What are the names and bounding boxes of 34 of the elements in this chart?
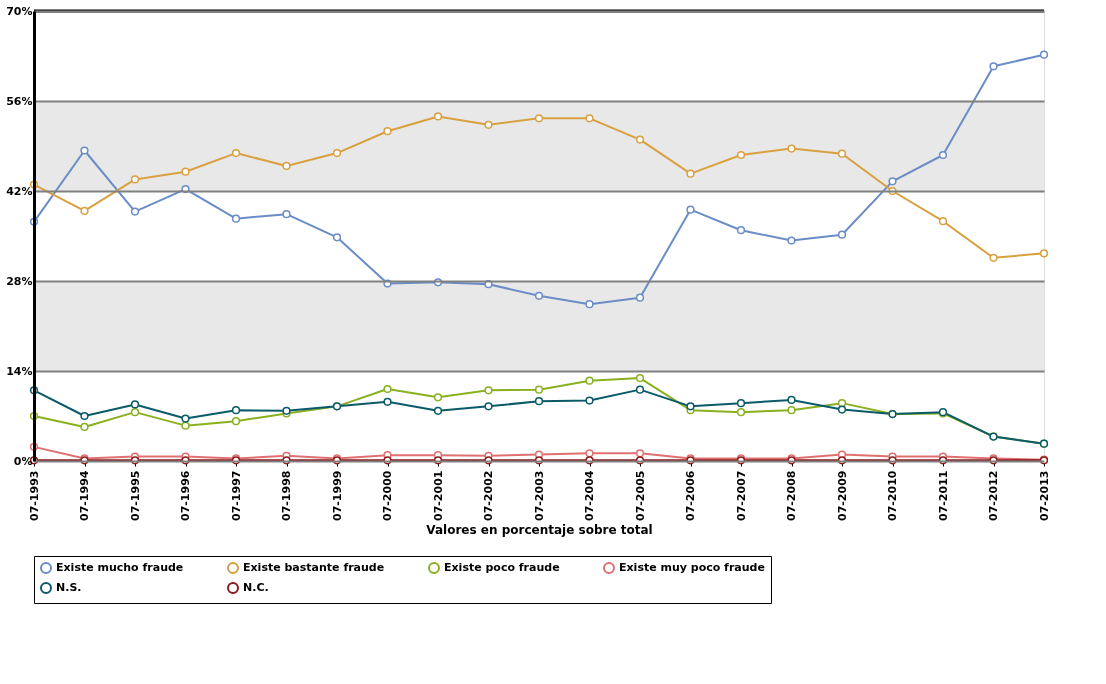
y-tick-label: 56% (6, 94, 33, 108)
x-tick-label: 07-2001 (431, 470, 445, 521)
y-tick-label: 42% (6, 184, 33, 198)
x-tick-label: 07-1997 (229, 470, 243, 521)
x-axis-title: Valores en porcentaje sobre total (426, 522, 653, 537)
legend-label: Existe poco fraude (444, 561, 560, 574)
legend-label: Existe mucho fraude (56, 561, 184, 574)
x-tick-label: 07-2013 (1037, 470, 1051, 521)
x-tick-label: 07-1993 (27, 470, 41, 521)
x-tick-label: 07-1999 (330, 470, 344, 521)
x-tick-label: 07-1995 (128, 470, 142, 521)
x-tick-label: 07-2005 (633, 470, 647, 521)
y-tick-label: 14% (6, 364, 33, 378)
x-tick-label: 07-2012 (987, 470, 1000, 521)
x-tick-label: 07-2002 (482, 470, 495, 521)
x-tick-label: 07-2006 (684, 470, 697, 521)
x-tick-label: 07-1994 (78, 470, 91, 521)
y-tick-label: 70% (6, 4, 33, 18)
x-tick-label: 07-2004 (583, 470, 596, 521)
legend-label: N.S. (56, 581, 82, 594)
x-tick-label: 07-2007 (734, 470, 748, 521)
x-tick-label: 07-2009 (835, 470, 849, 521)
x-tick-label: 07-1998 (280, 470, 293, 521)
legend-label: Existe bastante fraude (243, 561, 385, 574)
x-tick-label: 07-2003 (532, 470, 546, 521)
x-tick-label: 07-2000 (381, 470, 394, 521)
x-tick-label: 07-1996 (179, 470, 192, 521)
legend-label: N.C. (243, 581, 269, 594)
x-tick-label: 07-2008 (785, 470, 798, 521)
y-tick-label: 0% (13, 454, 33, 468)
legend-label: Existe muy poco fraude (619, 561, 765, 574)
x-tick-label: 07-2011 (936, 470, 950, 521)
y-tick-label: 28% (6, 274, 33, 288)
x-tick-label: 07-2010 (886, 470, 899, 521)
